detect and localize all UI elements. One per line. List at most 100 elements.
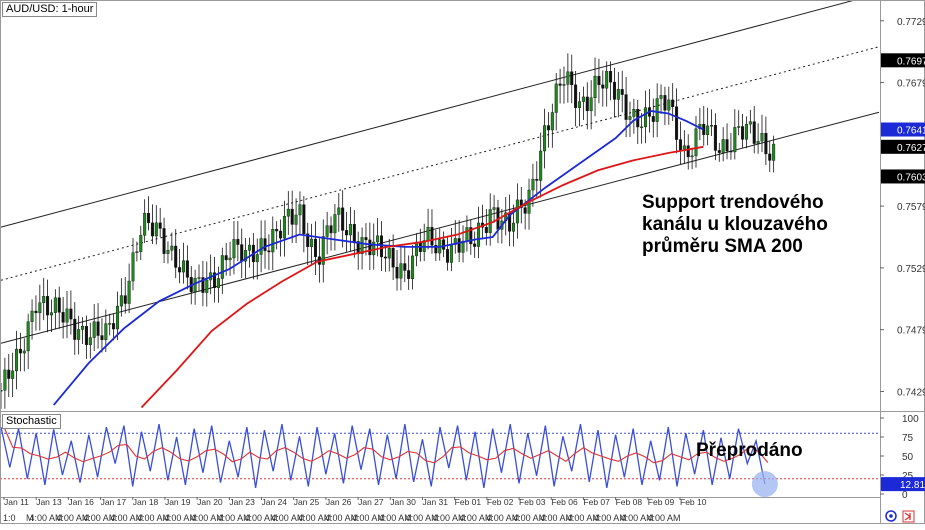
candle <box>566 53 570 103</box>
candle <box>612 67 616 118</box>
stoch-current-tag-bg <box>881 477 925 492</box>
candle-body <box>752 121 756 144</box>
candle-body <box>321 236 325 265</box>
candle <box>434 229 438 262</box>
candle <box>383 246 387 272</box>
date-label: Feb 02 <box>487 497 514 507</box>
candle-body <box>434 245 438 254</box>
candle <box>492 195 496 223</box>
candle-body <box>46 296 50 316</box>
candle <box>240 228 244 278</box>
date-label: Jan 20 <box>197 497 223 507</box>
candle-body <box>170 245 174 251</box>
candle <box>228 241 232 276</box>
candle-body <box>119 295 123 307</box>
candle <box>480 204 484 240</box>
go-to-realtime-icon[interactable] <box>902 510 915 523</box>
candle-body <box>546 125 550 131</box>
candle-body <box>329 225 333 234</box>
candle-body <box>772 143 776 161</box>
candle-body <box>694 128 698 157</box>
candle <box>768 140 772 172</box>
time-label: 4:00 AM <box>433 513 466 523</box>
candle-body <box>147 213 151 224</box>
candle-body <box>721 139 725 153</box>
candle <box>426 208 430 250</box>
candle <box>279 219 283 257</box>
candle-body <box>744 123 748 140</box>
candle <box>321 219 325 283</box>
candle-body <box>88 337 92 345</box>
time-label: 4:00 AM <box>406 513 439 523</box>
candle <box>325 211 329 255</box>
candle-body <box>725 139 729 152</box>
date-label: Jan 19 <box>165 497 191 507</box>
candle <box>686 134 690 170</box>
candle-body <box>298 204 302 216</box>
candle-body <box>558 83 562 86</box>
time-end-label: M <box>26 513 34 523</box>
stochastic-label[interactable]: Stochastic <box>2 414 61 429</box>
price-level-tag: 0.7603 <box>881 169 925 184</box>
time-label: 4:00 AM <box>298 513 331 523</box>
candle <box>178 248 182 284</box>
candle-body <box>585 96 589 112</box>
candle <box>18 332 22 372</box>
candle-body <box>535 178 539 181</box>
candle <box>744 116 748 149</box>
candle-body <box>263 238 267 251</box>
candle <box>77 315 81 355</box>
time-label: 4:00 AM <box>540 513 573 523</box>
candle-body <box>34 310 38 314</box>
candle-body <box>484 227 488 233</box>
candle-body <box>42 296 46 303</box>
candle <box>694 116 698 168</box>
candle <box>205 261 209 307</box>
candle-body <box>430 227 434 246</box>
candle-body <box>310 238 314 247</box>
candle <box>216 266 220 303</box>
candle-body <box>616 89 620 100</box>
candle-body <box>30 310 34 322</box>
candle-body <box>570 71 574 86</box>
candle <box>247 237 251 268</box>
candle-body <box>115 305 119 330</box>
candle-body <box>651 116 655 122</box>
date-label: Jan 11 <box>4 497 29 507</box>
candle-body <box>81 325 85 330</box>
candle-body <box>216 278 220 288</box>
candle-body <box>395 266 399 279</box>
candle-body <box>158 222 162 229</box>
date-label: Feb 06 <box>551 497 578 507</box>
candle-body <box>492 207 496 210</box>
candle <box>539 132 543 198</box>
candle <box>772 135 776 173</box>
settings-icon[interactable] <box>885 510 897 522</box>
candle <box>570 54 574 104</box>
candle <box>391 234 395 281</box>
candle <box>593 57 597 117</box>
stoch-current-tag: 12.81 <box>881 477 925 492</box>
candle-body <box>224 255 228 261</box>
candle-body <box>22 350 26 354</box>
candle <box>313 221 317 275</box>
candle <box>7 353 11 398</box>
candle-body <box>620 89 624 95</box>
candle <box>30 299 34 340</box>
candle-body <box>539 150 543 181</box>
candle <box>360 227 364 270</box>
candle <box>259 220 263 273</box>
support-annotation-line-1: Support trendového <box>642 192 824 213</box>
candle-body <box>220 255 224 279</box>
candle-body <box>364 237 368 241</box>
candle-body <box>185 260 189 278</box>
candle <box>57 286 61 329</box>
candle-body <box>18 348 22 354</box>
date-label: Jan 25 <box>294 497 320 507</box>
candle <box>717 142 721 162</box>
candle-body <box>609 71 613 83</box>
candle <box>636 99 640 144</box>
candle-body <box>659 95 663 99</box>
candle <box>306 222 310 266</box>
candle <box>690 147 694 170</box>
